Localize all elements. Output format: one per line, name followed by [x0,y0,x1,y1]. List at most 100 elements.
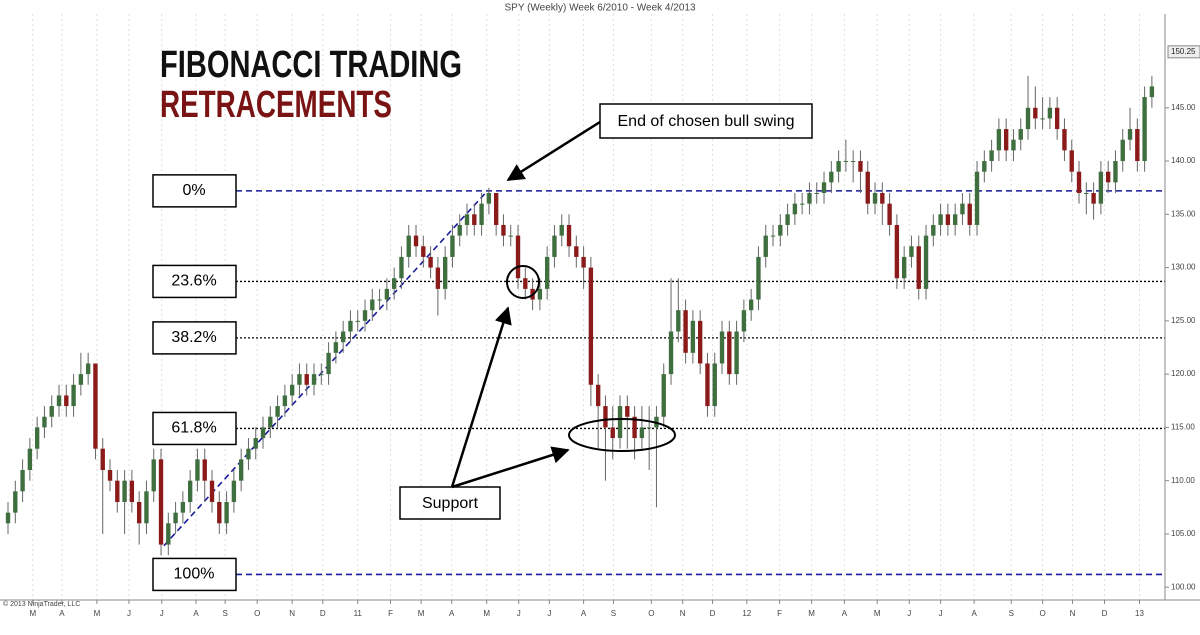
candle-body [756,256,761,300]
candle-body [1062,129,1067,151]
x-tick-label: J [127,609,131,618]
x-tick-label: J [907,609,911,618]
candle-body [27,448,33,471]
candle-body [595,384,601,407]
fib-level-box [152,557,237,592]
x-tick-label: 12 [742,609,751,618]
candle-body [34,427,40,449]
candle-body [697,320,703,364]
x-tick-label: N [289,609,295,618]
candle-body [719,331,725,364]
swing-note: End of chosen bull swing [618,113,795,130]
candle-body [989,150,994,162]
candle-body [217,501,222,524]
candle-body [464,214,470,225]
candle-body [770,235,776,237]
x-tick-label: J [939,609,943,618]
fib-level-label: 23.6% [171,273,216,290]
candle-body [559,224,564,236]
candle-body [268,416,273,428]
candle-body [78,374,84,385]
candle-body [340,331,346,343]
candles [5,75,1155,556]
candle-body [49,406,54,417]
candle-body [187,480,193,502]
callout-box [399,486,501,520]
candle-body [581,256,586,268]
candle-body [311,374,317,385]
candle-body [508,235,513,237]
candle-body [1149,86,1155,98]
candle-body [1091,192,1096,204]
candle-body [625,406,630,417]
candle-body [304,374,309,385]
y-tick-label: 115.00 [1171,423,1195,432]
x-tick-label: M [874,609,881,618]
candle-body [843,161,849,163]
candle-body [93,363,98,449]
candle-body [1076,171,1082,193]
candle-body [632,416,637,439]
x-tick-label: M [808,609,815,618]
candle-body [158,459,164,545]
candle-body [829,171,834,183]
candle-body [122,480,127,502]
y-tick-label: 125.00 [1171,316,1196,325]
candle-body [319,374,324,376]
arrow [451,446,570,489]
candle-body [668,331,674,375]
candle-body [763,235,768,257]
x-tick-label: M [483,609,490,618]
candle-body [282,395,288,407]
candle-body [144,491,149,524]
candle-body [486,192,492,204]
candle-body [348,320,353,332]
x-tick-label: J [517,609,521,618]
x-tick-label: A [449,609,455,618]
candle-body [880,192,885,204]
candle-body [1113,161,1118,183]
candle-body [1003,129,1009,151]
candle-body [442,256,448,289]
candle-body [231,480,237,502]
arrow [450,306,512,488]
candle-body [960,203,965,215]
candle-body [887,203,892,225]
candle-body [501,224,506,236]
candle-body [552,235,557,257]
candle-body [1033,107,1038,119]
y-tick-label: 140.00 [1171,156,1196,165]
candle-body [1069,150,1074,172]
x-tick-label: M [29,609,36,618]
candle-body [610,427,615,439]
candle-body [661,374,666,417]
chart-title: SPY (Weekly) Week 6/2010 - Week 4/2013 [504,3,695,14]
candle-body [71,384,76,407]
candle-body [1127,129,1133,140]
x-tick-label: S [222,609,227,618]
callout-box [599,103,813,139]
candle-body [515,235,521,279]
candle-body [814,192,819,194]
candle-body [238,459,244,481]
y-tick-label: 105.00 [1171,529,1196,538]
fib-level-label: 38.2% [171,329,216,346]
candle-body [923,235,929,289]
candle-body [778,224,783,236]
candle-body [938,214,943,225]
last-price-tag [1167,45,1200,59]
candle-body [370,299,375,311]
x-tick-label: M [94,609,101,618]
candle-body [472,214,477,225]
y-tick-label: 100.00 [1171,582,1196,591]
candle-body [792,203,798,215]
candle-body [355,320,360,322]
candle-body [807,192,812,204]
candle-body [151,459,156,492]
candle-body [566,224,572,247]
candle-body [1040,118,1045,120]
fib-level-box [152,321,237,355]
candle-body [1105,171,1111,183]
candle-body [435,267,441,289]
arrow [506,120,601,182]
